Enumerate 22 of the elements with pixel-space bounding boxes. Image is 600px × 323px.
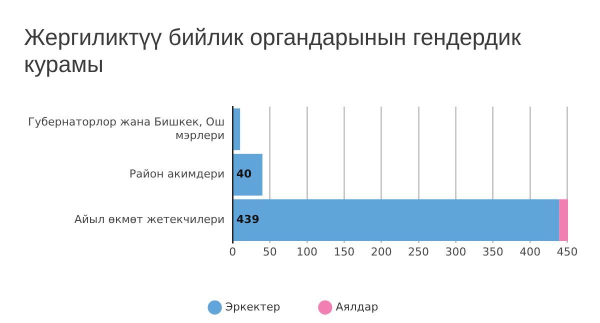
y-tick-label: Губернаторлор жана Бишкек, Ош мэрлери [28,116,225,142]
bar [233,154,262,196]
x-tick-label: 300 [445,245,466,258]
bar [233,199,560,241]
data-label: 439 [236,212,260,226]
x-tick-label: 150 [334,245,355,258]
x-tick-label: 450 [556,245,578,258]
x-tick-label: 0 [229,245,236,258]
bar [559,199,568,241]
y-tick-label: Айыл өкмөт жетекчилери [74,212,225,226]
data-label: 40 [236,168,252,181]
y-tick-label: Район акимдери [129,168,225,181]
legend-label: Эркектер [225,300,280,314]
x-tick-label: 200 [370,245,392,258]
x-tick-label: 350 [482,245,504,258]
bar [233,108,240,150]
x-tick-label: 250 [408,245,430,258]
x-tick-label: 50 [262,245,277,258]
chart-title: Жергиликтүү бийлик органдарынын гендердик курамы [24,24,522,78]
x-tick-label: 400 [520,245,541,258]
x-tick-label: 100 [296,245,318,258]
legend-label: Аялдар [336,300,378,314]
